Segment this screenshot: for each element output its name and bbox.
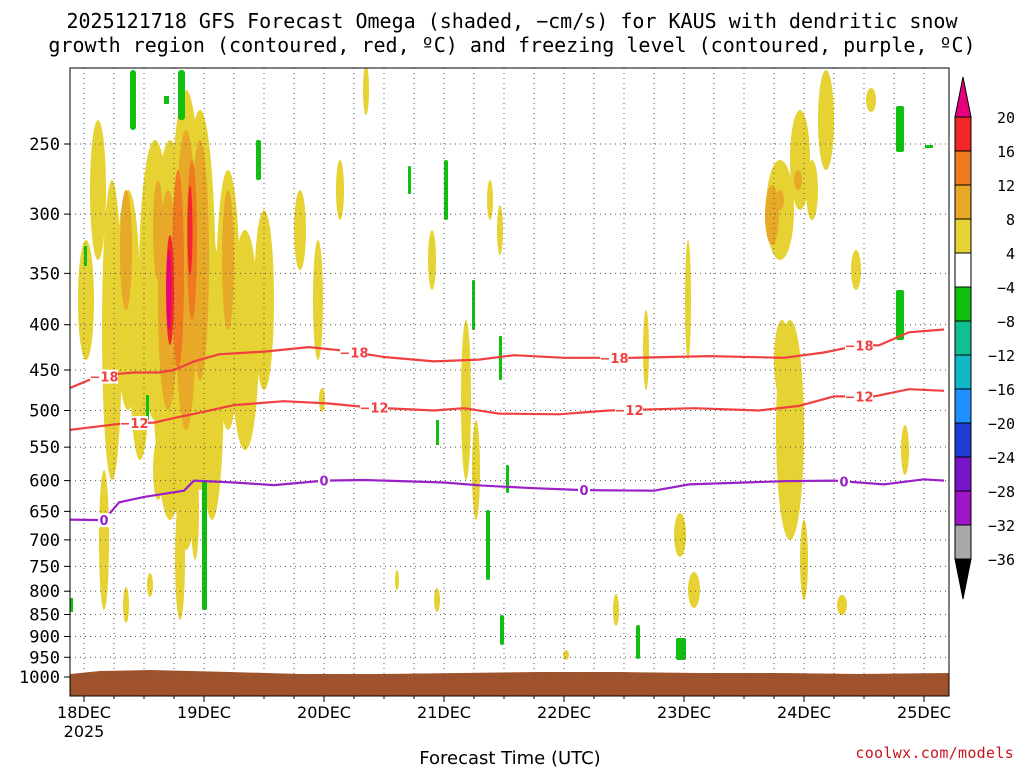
contour-label-bg-2-0 xyxy=(98,513,110,528)
contour-line-0 xyxy=(70,478,945,522)
colorbar-bin-4 xyxy=(954,218,972,254)
colorbar-label-11: −28 xyxy=(988,483,1015,501)
colorbar-bin-3 xyxy=(954,184,972,220)
colorbar-label-8: −16 xyxy=(988,381,1015,399)
chart-title-line-2: growth region (contoured, red, ºC) and f… xyxy=(48,33,976,57)
y-tick-label-350: 350 xyxy=(29,264,60,284)
contour-label-bg-1-0 xyxy=(120,416,148,431)
y-tick-label-550: 550 xyxy=(29,438,60,458)
contour-label-0-2: −18 xyxy=(600,352,629,367)
x-axis-label: Forecast Time (UTC) xyxy=(419,748,600,768)
colorbar-bin-7 xyxy=(954,320,972,356)
y-tick-label-900: 900 xyxy=(29,627,60,647)
colorbar-bin-1 xyxy=(954,116,972,152)
contour-label-bg-0-3 xyxy=(845,338,873,353)
x-tick-label-0: 18DEC xyxy=(57,703,111,722)
colorbar-label-0: 20 xyxy=(997,109,1015,127)
contour-label-bg-0-2 xyxy=(600,350,628,365)
colorbar-bin-8 xyxy=(954,354,972,390)
colorbar: 20 16 12 8 4 −4 −8 −12 −16 −20 −24 −28 −32 −36 xyxy=(954,76,1015,600)
colorbar-label-13: −36 xyxy=(988,551,1015,569)
contour-label-2-2: 0 xyxy=(579,484,588,499)
contour-label-bg-0-0 xyxy=(90,369,118,384)
y-tick-label-1000: 1000 xyxy=(19,668,60,688)
x-tick-sublabel-0: 2025 xyxy=(64,722,105,741)
x-tick-label-7: 25DEC xyxy=(897,703,951,722)
contour-label-1-1: −12 xyxy=(360,402,389,417)
contour-label-2-3: 0 xyxy=(839,475,848,490)
colorbar-bin-5 xyxy=(954,252,972,288)
contour-label-bg-0-1 xyxy=(340,345,368,360)
chart-contours: −18 −18 −18 −18 −12 −12 −12 −12 0 0 0 0 xyxy=(70,328,945,529)
contour-label-bg-1-3 xyxy=(845,389,873,404)
x-tick-label-4: 22DEC xyxy=(537,703,591,722)
contour-line--18 xyxy=(70,328,945,390)
contour-label-bg-2-3 xyxy=(838,474,850,489)
colorbar-bin-10 xyxy=(954,422,972,458)
colorbar-label-12: −32 xyxy=(988,517,1015,535)
colorbar-label-2: 12 xyxy=(997,177,1015,195)
contour-label-bg-1-2 xyxy=(615,402,643,417)
y-tick-label-500: 500 xyxy=(29,402,60,422)
y-tick-label-800: 800 xyxy=(29,582,60,602)
contour-label-0-0: −18 xyxy=(90,371,119,386)
omega-descent-patches xyxy=(70,70,933,660)
chart-title-line-1: 2025121718 GFS Forecast Omega (shaded, −… xyxy=(66,9,958,33)
contour-label-2-0: 0 xyxy=(99,514,108,529)
omega-ascent-band-day6 xyxy=(766,70,834,600)
colorbar-label-1: 16 xyxy=(997,143,1015,161)
colorbar-top-arrow xyxy=(954,76,972,118)
y-tick-label-650: 650 xyxy=(29,502,60,522)
x-tick-label-6: 24DEC xyxy=(777,703,831,722)
colorbar-bin-6 xyxy=(954,286,972,322)
x-tick-label-5: 23DEC xyxy=(657,703,711,722)
y-tick-label-850: 850 xyxy=(29,606,60,626)
contour-line--12 xyxy=(70,388,945,431)
y-tick-label-450: 450 xyxy=(29,361,60,381)
contour-label-2-1: 0 xyxy=(319,475,328,490)
x-tick-label-3: 21DEC xyxy=(417,703,471,722)
colorbar-label-6: −8 xyxy=(997,313,1015,331)
y-tick-label-950: 950 xyxy=(29,648,60,668)
colorbar-bin-9 xyxy=(954,388,972,424)
y-tick-label-250: 250 xyxy=(29,135,60,155)
terrain-ground xyxy=(70,670,949,696)
colorbar-label-3: 8 xyxy=(1006,211,1015,229)
contour-label-0-3: −18 xyxy=(845,339,874,354)
colorbar-bin-2 xyxy=(954,150,972,186)
omega-ascent-max-day1 xyxy=(166,160,197,370)
y-tick-label-400: 400 xyxy=(29,316,60,336)
colorbar-bin-12 xyxy=(954,490,972,526)
y-tick-label-750: 750 xyxy=(29,557,60,577)
omega-ascent-core-day6 xyxy=(765,170,802,245)
contour-label-bg-2-2 xyxy=(578,483,590,498)
colorbar-label-9: −20 xyxy=(988,415,1015,433)
omega-weak-ascent-patches xyxy=(294,68,909,660)
colorbar-label-10: −24 xyxy=(988,449,1015,467)
y-tick-label-700: 700 xyxy=(29,531,60,551)
colorbar-bottom-arrow xyxy=(954,558,972,600)
colorbar-label-4: 4 xyxy=(1006,245,1015,263)
contour-label-1-2: −12 xyxy=(615,404,644,419)
y-tick-label-600: 600 xyxy=(29,472,60,492)
y-tick-label-300: 300 xyxy=(29,205,60,225)
contour-label-0-1: −18 xyxy=(340,346,369,361)
contour-label-bg-2-1 xyxy=(318,473,330,488)
credit-link[interactable]: coolwx.com/models xyxy=(855,744,1014,762)
y-axis: 2503003504004505005506006507007508008509… xyxy=(19,135,70,688)
colorbar-label-5: −4 xyxy=(997,279,1015,297)
contour-label-1-0: −12 xyxy=(120,417,149,432)
colorbar-label-7: −12 xyxy=(988,347,1015,365)
x-tick-label-1: 19DEC xyxy=(177,703,231,722)
contour-label-bg-1-1 xyxy=(360,400,388,415)
x-tick-label-2: 20DEC xyxy=(297,703,351,722)
colorbar-bin-13 xyxy=(954,524,972,560)
contour-label-1-3: −12 xyxy=(845,390,874,405)
colorbar-bin-11 xyxy=(954,456,972,492)
omega-shading: −18 −18 −18 −18 −12 −12 −12 −12 0 0 0 0 xyxy=(70,68,949,696)
